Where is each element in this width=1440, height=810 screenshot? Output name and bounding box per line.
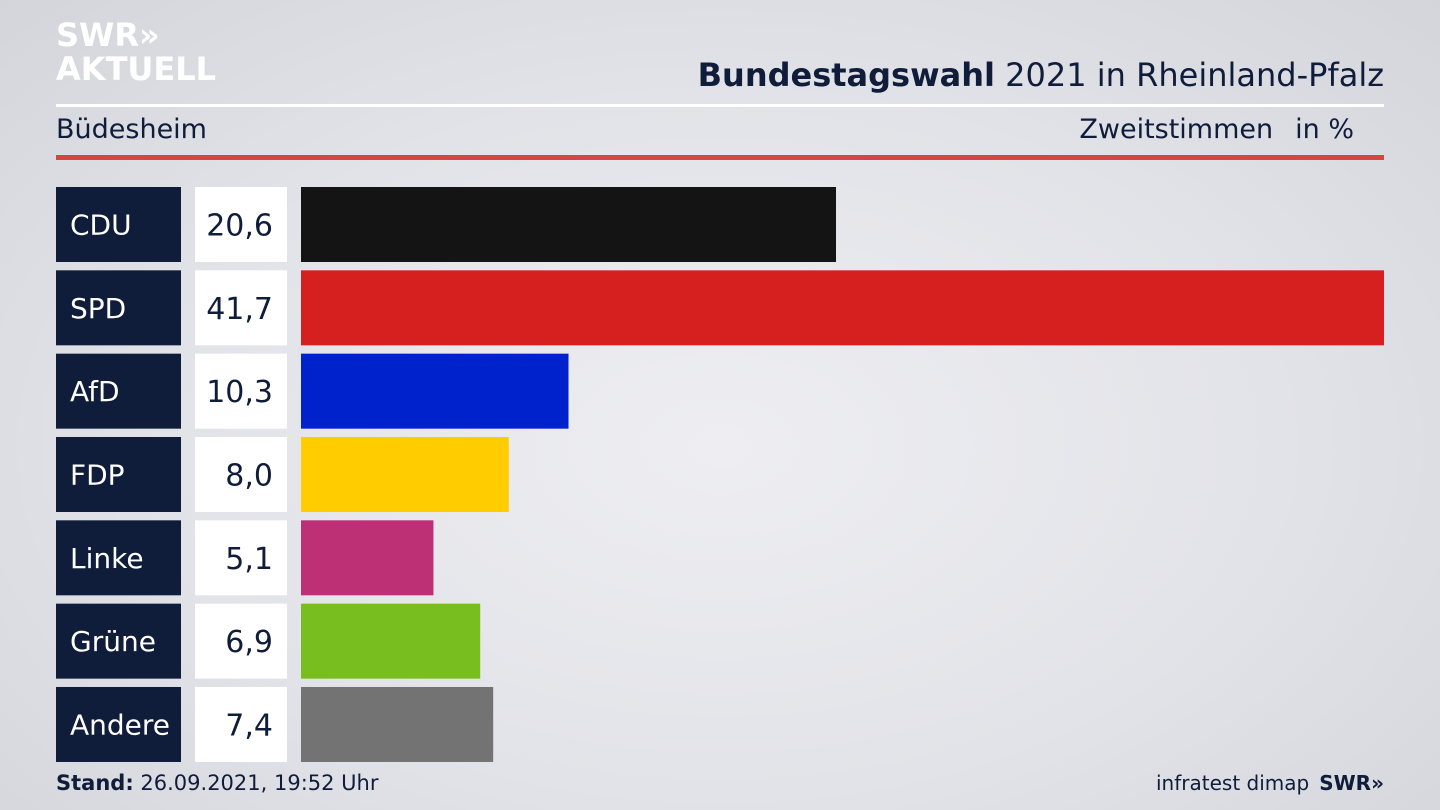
party-label-box-andere	[56, 686, 181, 762]
value-label-fdp: 8,0	[225, 458, 273, 493]
header-accent-rule	[56, 155, 1384, 160]
value-label-linke: 5,1	[225, 542, 273, 577]
title-divider	[56, 104, 1384, 107]
value-label-gr-ne: 6,9	[225, 625, 273, 660]
value-box-linke	[195, 520, 287, 596]
value-box-fdp	[195, 436, 287, 512]
source-name: infratest dimap	[1156, 771, 1310, 795]
logo-line-1: SWR»	[56, 16, 160, 54]
party-label-andere: Andere	[70, 708, 170, 741]
unit-label: in %	[1295, 114, 1354, 145]
party-label-box-spd	[56, 270, 181, 346]
stand-label: Stand:	[56, 771, 134, 795]
party-label-spd: SPD	[70, 292, 126, 325]
value-box-andere	[195, 686, 287, 762]
title-bold: Bundestagswahl	[697, 56, 995, 94]
party-label-fdp: FDP	[70, 458, 125, 491]
party-label-afd: AfD	[70, 375, 120, 408]
bar-spd	[301, 270, 1384, 346]
party-label-box-gr-ne	[56, 603, 181, 679]
region-name: Büdesheim	[56, 114, 207, 145]
value-box-spd	[195, 270, 287, 346]
value-label-spd: 41,7	[206, 292, 273, 327]
party-label-gr-ne: Grüne	[70, 625, 156, 658]
title-rest: 2021 in Rheinland-Pfalz	[995, 56, 1384, 94]
metric-unit: Zweitstimmen in %	[1079, 114, 1354, 145]
logo-line-2: AKTUELL	[56, 50, 217, 88]
value-label-andere: 7,4	[225, 708, 273, 743]
bar-andere	[301, 686, 494, 762]
value-box-afd	[195, 353, 287, 429]
value-label-cdu: 20,6	[206, 209, 273, 244]
timestamp: Stand: 26.09.2021, 19:52 Uhr	[56, 771, 379, 795]
party-label-box-afd	[56, 353, 181, 429]
party-label-linke: Linke	[70, 542, 144, 575]
party-label-box-cdu	[56, 187, 181, 262]
source-credit: infratest dimap SWR»	[1156, 771, 1384, 795]
metric-label: Zweitstimmen	[1079, 114, 1274, 145]
party-label-box-fdp	[56, 436, 181, 512]
bar-cdu	[301, 187, 837, 262]
bar-linke	[301, 520, 434, 596]
chart-title: Bundestagswahl 2021 in Rheinland-Pfalz	[698, 56, 1384, 94]
bar-afd	[301, 353, 569, 429]
party-label-cdu: CDU	[70, 209, 132, 242]
value-box-gr-ne	[195, 603, 287, 679]
bar-fdp	[301, 436, 509, 512]
value-box-cdu	[195, 187, 287, 262]
swr-aktuell-logo: SWR» AKTUELL	[56, 18, 216, 86]
swr-footer-logo: SWR»	[1319, 771, 1384, 795]
value-label-afd: 10,3	[206, 375, 273, 410]
stand-value: 26.09.2021, 19:52 Uhr	[133, 771, 379, 795]
party-label-box-linke	[56, 520, 181, 596]
bar-gr-ne	[301, 603, 481, 679]
